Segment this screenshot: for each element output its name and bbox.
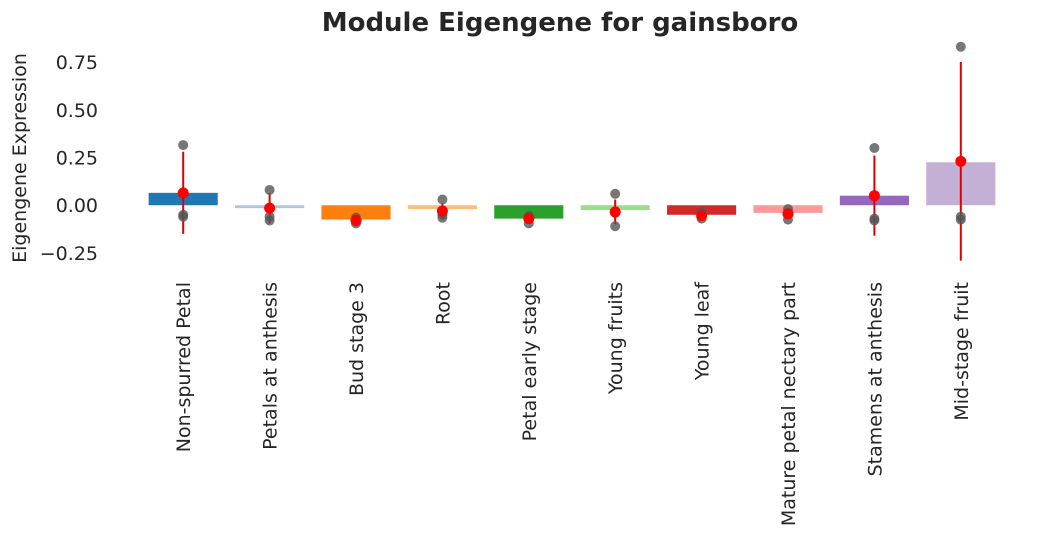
mean-point [177,187,189,199]
error-bars [182,62,962,261]
sample-point [610,188,621,199]
bars [148,162,996,220]
sample-point [610,221,621,232]
y-tick-label: 0.75 [56,52,98,74]
x-tick-label: Young leaf [692,281,714,382]
mean-point [955,155,967,167]
sample-point [178,211,189,222]
mean-point [523,213,535,225]
y-tick-label: 0.00 [56,195,98,217]
sample-point [264,184,275,195]
x-axis-ticks: Non-spurred Petal Petals at anthesis Bud s… [173,281,973,526]
chart-title: Module Eigengene for gainsboro [322,8,799,38]
sample-point [869,142,880,153]
sample-point [955,41,966,52]
mean-point [350,215,362,227]
x-tick-label: Bud stage 3 [346,282,368,396]
mean-point [782,208,794,220]
mean-point [264,202,276,214]
x-tick-label: Non-spurred Petal [173,282,195,452]
sample-point [264,215,275,226]
mean-point [868,190,880,202]
mean-point [609,206,621,218]
sample-point [437,194,448,205]
bar [321,205,391,220]
x-tick-label: Petal early stage [519,282,541,441]
x-tick-label: Mid-stage fruit [951,282,973,421]
sample-point [178,140,189,151]
mean-markers [177,155,967,227]
y-axis-label: Eigengene Expression [9,53,31,263]
x-tick-label: Petals at anthesis [260,282,282,450]
x-tick-label: Mature petal nectary part [778,282,800,526]
y-tick-label: 0.50 [56,100,98,122]
sample-point [869,215,880,226]
x-tick-label: Root [432,282,454,325]
sample-point [955,214,966,225]
x-tick-label: Stamens at anthesis [864,282,886,476]
y-tick-label: −0.25 [40,243,98,265]
y-tick-label: 0.25 [56,148,98,170]
mean-point [696,210,708,222]
y-axis-ticks: 0.75 0.50 0.25 0.00 −0.25 [40,52,98,265]
mean-point [436,205,448,217]
x-tick-label: Young fruits [605,282,627,395]
